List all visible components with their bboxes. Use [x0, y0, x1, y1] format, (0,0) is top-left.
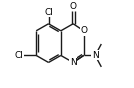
- Text: Cl: Cl: [44, 8, 53, 17]
- Text: N: N: [92, 51, 98, 60]
- Text: O: O: [70, 2, 77, 11]
- Text: O: O: [80, 26, 87, 35]
- Text: Cl: Cl: [14, 51, 23, 60]
- Text: N: N: [70, 58, 77, 67]
